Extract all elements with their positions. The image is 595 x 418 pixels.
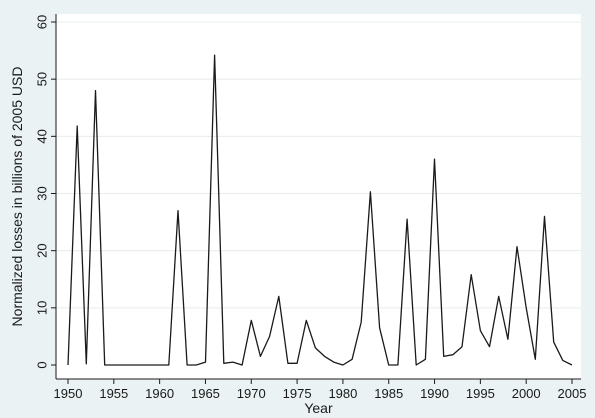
x-tick-label: 1955: [99, 386, 128, 401]
series-line: [67, 54, 573, 366]
x-tick-label: 2005: [558, 386, 587, 401]
x-axis: 1950 1955 1960 1965 1970 1975 1980 1985 1990 1995…: [54, 378, 587, 401]
x-tick-label: 1960: [145, 386, 174, 401]
x-axis-label: Year: [304, 400, 333, 416]
x-tick-label: 2000: [512, 386, 541, 401]
x-tick-label: 1950: [54, 386, 83, 401]
x-tick-label: 1965: [191, 386, 220, 401]
y-tick-label: 20: [35, 243, 50, 257]
y-tick-label: 30: [35, 186, 50, 200]
x-tick-label: 1985: [374, 386, 403, 401]
y-axis-label: Normalized losses in billions of 2005 US…: [9, 67, 25, 327]
y-tick-label: 0: [35, 361, 50, 368]
y-tick-label: 50: [35, 72, 50, 86]
y-tick-label: 40: [35, 129, 50, 143]
x-tick-label: 1970: [237, 386, 266, 401]
y-tick-label: 10: [35, 301, 50, 315]
x-tick-label: 1990: [420, 386, 449, 401]
plot-area: [56, 14, 581, 379]
x-tick-label: 1980: [328, 386, 357, 401]
x-tick-label: 1975: [283, 386, 312, 401]
y-tick-label: 60: [35, 15, 50, 29]
x-tick-label: 1995: [466, 386, 495, 401]
y-axis: 0 10 20 30 40 50 60: [35, 14, 57, 379]
gridlines: [56, 21, 581, 309]
